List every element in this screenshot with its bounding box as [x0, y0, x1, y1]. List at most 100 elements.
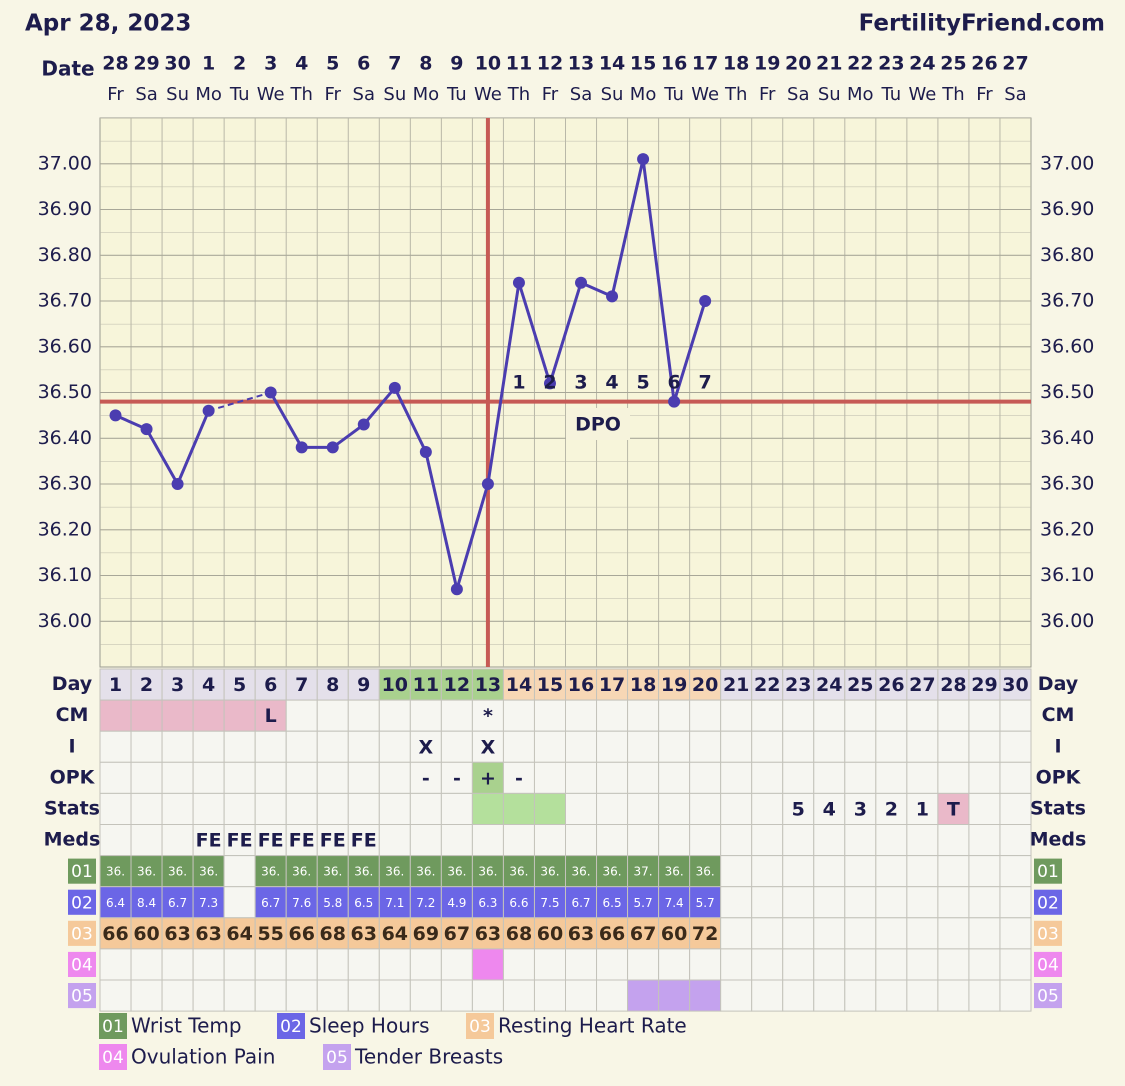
- legend-name: Tender Breasts: [354, 1045, 503, 1069]
- row-label-right: 04: [1037, 955, 1059, 975]
- table-cell: [254, 917, 287, 950]
- table-cell: [192, 948, 225, 981]
- table-cell: [844, 855, 877, 888]
- table-cell: [844, 948, 877, 981]
- table-cell: [502, 792, 535, 826]
- table-cell-text: 26: [878, 674, 904, 696]
- row-label-right: Stats: [1030, 797, 1086, 819]
- temperature-point: [668, 395, 681, 408]
- legend-swatch: [323, 1044, 351, 1070]
- date-label: 14: [599, 53, 625, 75]
- table-cell-text: -: [422, 767, 430, 789]
- table-cell: [347, 699, 380, 732]
- table-cell: [813, 699, 846, 732]
- table-cell: [782, 668, 815, 701]
- table-cell-text: FE: [196, 830, 222, 852]
- table-cell-text: 36.: [385, 865, 404, 879]
- table-cell: [968, 761, 1001, 794]
- table-cell: [130, 917, 163, 950]
- table-cell: [720, 792, 753, 826]
- row-label-box: [68, 858, 96, 884]
- table-cell: [161, 855, 194, 888]
- table-cell: [161, 824, 194, 857]
- table-cell: [409, 855, 442, 888]
- y-tick-label-right: 36.70: [1040, 290, 1094, 312]
- table-cell: [813, 979, 846, 1012]
- table-cell: [751, 886, 784, 919]
- table-cell: [440, 792, 473, 826]
- table-cell: [875, 948, 908, 981]
- table-cell: [720, 886, 753, 919]
- table-cell: [471, 699, 504, 732]
- table-cell: [999, 730, 1032, 763]
- temperature-point: [202, 404, 215, 417]
- weekday-label: Fr: [542, 84, 559, 105]
- table-cell: [689, 979, 722, 1012]
- table-cell-text: L: [265, 705, 277, 727]
- table-cell: [192, 730, 225, 763]
- table-cell: [875, 855, 908, 888]
- table-cell: [347, 824, 380, 857]
- table-cell: [689, 730, 722, 763]
- y-tick-label: 36.90: [38, 198, 92, 220]
- table-cell-text: 36.: [106, 865, 125, 879]
- table-cell-text: 63: [351, 923, 377, 945]
- dpo-number: 5: [636, 372, 649, 394]
- table-cell: [192, 699, 225, 732]
- table-cell: [502, 824, 535, 857]
- table-cell: [192, 824, 225, 857]
- table-cell: [751, 948, 784, 981]
- table-cell: [875, 699, 908, 732]
- y-tick-label-right: 36.40: [1040, 427, 1094, 449]
- table-cell: [875, 917, 908, 950]
- table-cell: [937, 917, 970, 950]
- table-cell: [875, 792, 908, 826]
- weekday-label: Tu: [663, 84, 684, 105]
- table-cell: [937, 761, 970, 794]
- table-cell: [316, 761, 349, 794]
- table-cell-text: 5.8: [323, 896, 342, 910]
- row-label-right: 03: [1037, 924, 1059, 944]
- row-label: CM: [56, 704, 89, 726]
- table-cell: [658, 699, 691, 732]
- table-cell-text: 24: [816, 674, 842, 696]
- temperature-point: [637, 153, 650, 166]
- table-cell-text: 7.3: [199, 896, 218, 910]
- table-cell: [844, 761, 877, 794]
- temperature-point: [450, 583, 463, 596]
- table-cell: [627, 699, 660, 732]
- table-cell-text: 9: [357, 674, 370, 696]
- table-cell: [627, 948, 660, 981]
- table-cell: [161, 761, 194, 794]
- table-cell-text: 6.3: [478, 896, 497, 910]
- table-cell: [782, 699, 815, 732]
- table-cell: [378, 699, 411, 732]
- weekday-label: Sa: [787, 84, 809, 105]
- table-cell: [782, 979, 815, 1012]
- table-cell: [627, 979, 660, 1012]
- table-cell: [223, 699, 256, 732]
- row-label-right: Day: [1038, 673, 1079, 695]
- date-label: 27: [1002, 53, 1028, 75]
- header-site[interactable]: FertilityFriend.com: [859, 11, 1105, 37]
- table-cell: [968, 948, 1001, 981]
- table-cell: [844, 792, 877, 826]
- temperature-point: [295, 441, 308, 454]
- weekday-label: We: [474, 84, 502, 105]
- table-cell: [316, 979, 349, 1012]
- table-cell: [409, 699, 442, 732]
- row-label: OPK: [50, 766, 96, 788]
- table-cell-text: 20: [692, 674, 718, 696]
- table-cell-text: -: [453, 767, 461, 789]
- table-cell: [316, 948, 349, 981]
- table-cell: [440, 979, 473, 1012]
- table-cell: [223, 792, 256, 826]
- table-cell: [813, 730, 846, 763]
- row-label-box-right: [1034, 951, 1062, 977]
- row-label: 05: [71, 987, 93, 1007]
- table-cell-text: 7.4: [665, 896, 684, 910]
- table-cell: [409, 979, 442, 1012]
- table-cell: [596, 824, 629, 857]
- temperature-point: [264, 386, 277, 399]
- table-cell: [937, 948, 970, 981]
